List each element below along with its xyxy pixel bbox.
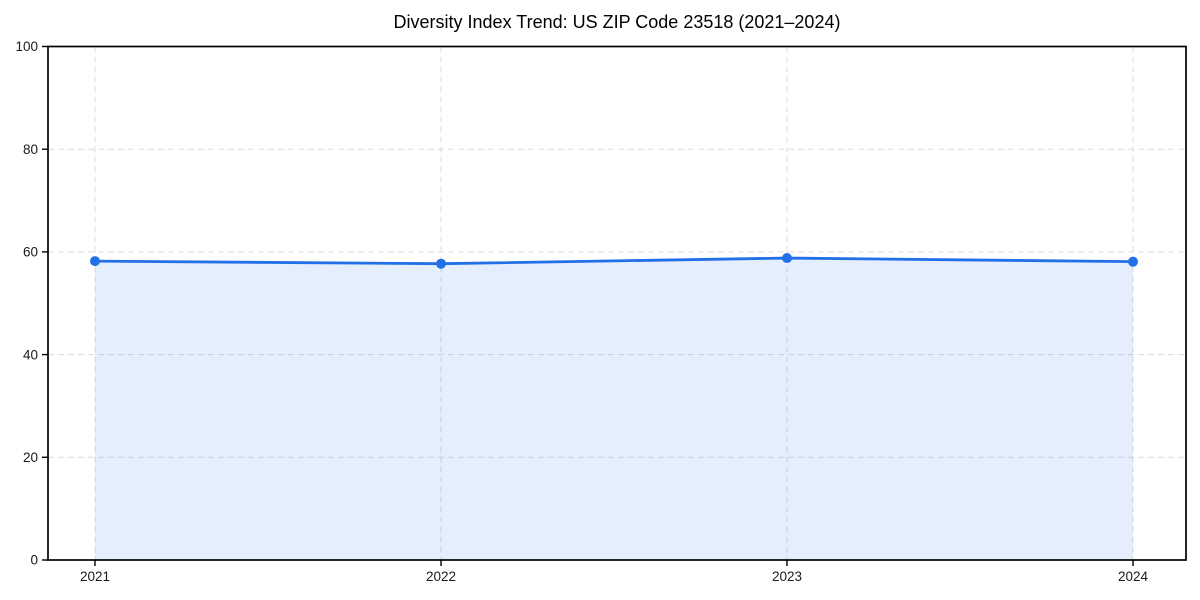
axis-tick-labels: 0 20 40 60 80 100 2021 2022 2023 2024 xyxy=(15,39,1148,584)
y-tick-label: 100 xyxy=(15,39,38,54)
plot-border xyxy=(47,45,1187,561)
chart-title: Diversity Index Trend: US ZIP Code 23518… xyxy=(394,12,841,32)
plot-border-rect xyxy=(47,45,1187,561)
axis-ticks xyxy=(42,45,1134,566)
data-point-marker xyxy=(782,253,792,264)
data-point-marker xyxy=(90,256,100,267)
y-tick-label: 80 xyxy=(23,142,38,157)
x-tick-label: 2024 xyxy=(1118,569,1149,584)
series-line xyxy=(93,256,1135,266)
x-tick-label: 2022 xyxy=(426,569,456,584)
y-tick-label: 20 xyxy=(23,450,38,465)
area-fill xyxy=(95,258,1133,560)
series-area xyxy=(95,258,1133,560)
trend-line xyxy=(93,256,1135,266)
data-point-marker xyxy=(1128,256,1138,267)
y-tick-label: 60 xyxy=(23,245,38,260)
data-points xyxy=(90,253,1138,269)
x-tick-label: 2021 xyxy=(80,569,110,584)
x-tick-label: 2023 xyxy=(772,569,802,584)
gridlines xyxy=(48,46,1186,561)
data-point-marker xyxy=(436,258,446,269)
y-tick-label: 40 xyxy=(23,347,38,362)
y-tick-label: 0 xyxy=(30,553,38,568)
